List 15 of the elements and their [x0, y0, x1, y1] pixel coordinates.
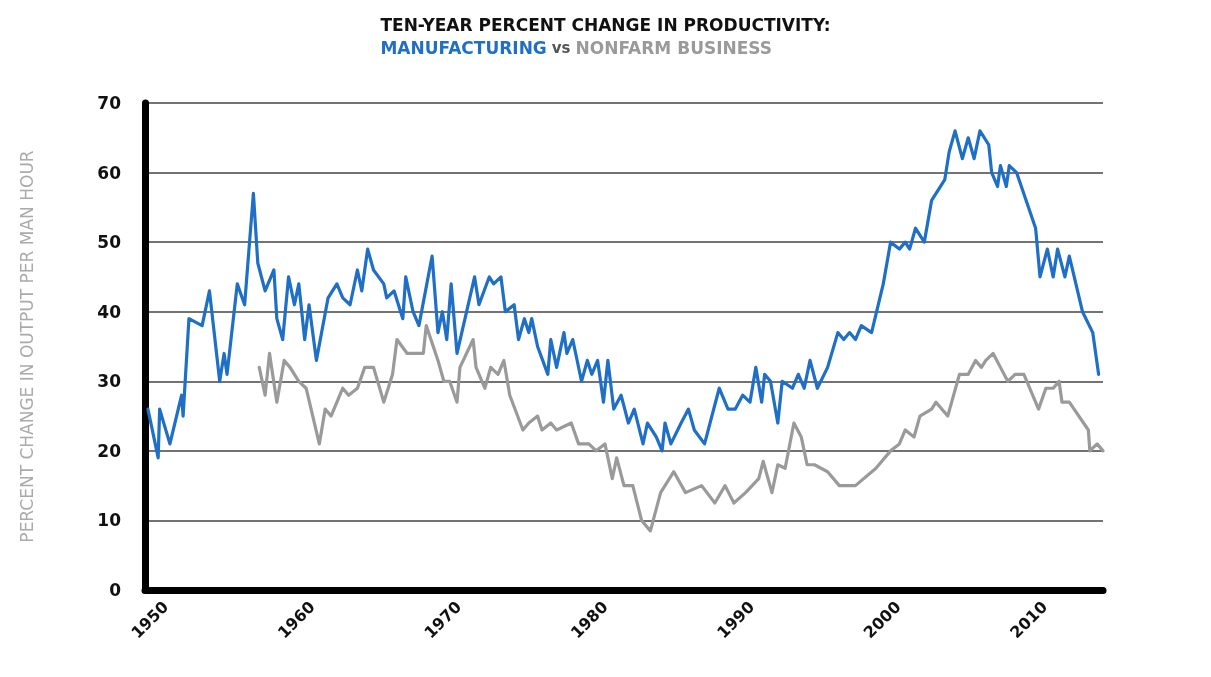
y-tick-label: 20: [97, 440, 122, 461]
line-series: [257, 324, 1105, 533]
y-tick-label: 50: [97, 232, 122, 253]
y-tick-label: 40: [97, 301, 122, 322]
line-series: [146, 129, 1101, 460]
y-tick-label: 70: [97, 93, 122, 113]
y-tick-label: 0: [109, 580, 122, 600]
y-tick-label: 30: [97, 371, 122, 392]
text: MANUFACTURING: [380, 38, 547, 58]
text: vs: [551, 39, 571, 57]
chart-title: TEN-YEAR PERCENT CHANGE IN PRODUCTIVITY:: [380, 15, 831, 35]
y-tick-label: 60: [97, 162, 122, 183]
y-axis-title: PERCENT CHANGE IN OUTPUT PER MAN HOUR: [16, 150, 37, 543]
y-tick-label: 10: [97, 510, 122, 531]
text: NONFARM BUSINESS: [575, 38, 773, 58]
